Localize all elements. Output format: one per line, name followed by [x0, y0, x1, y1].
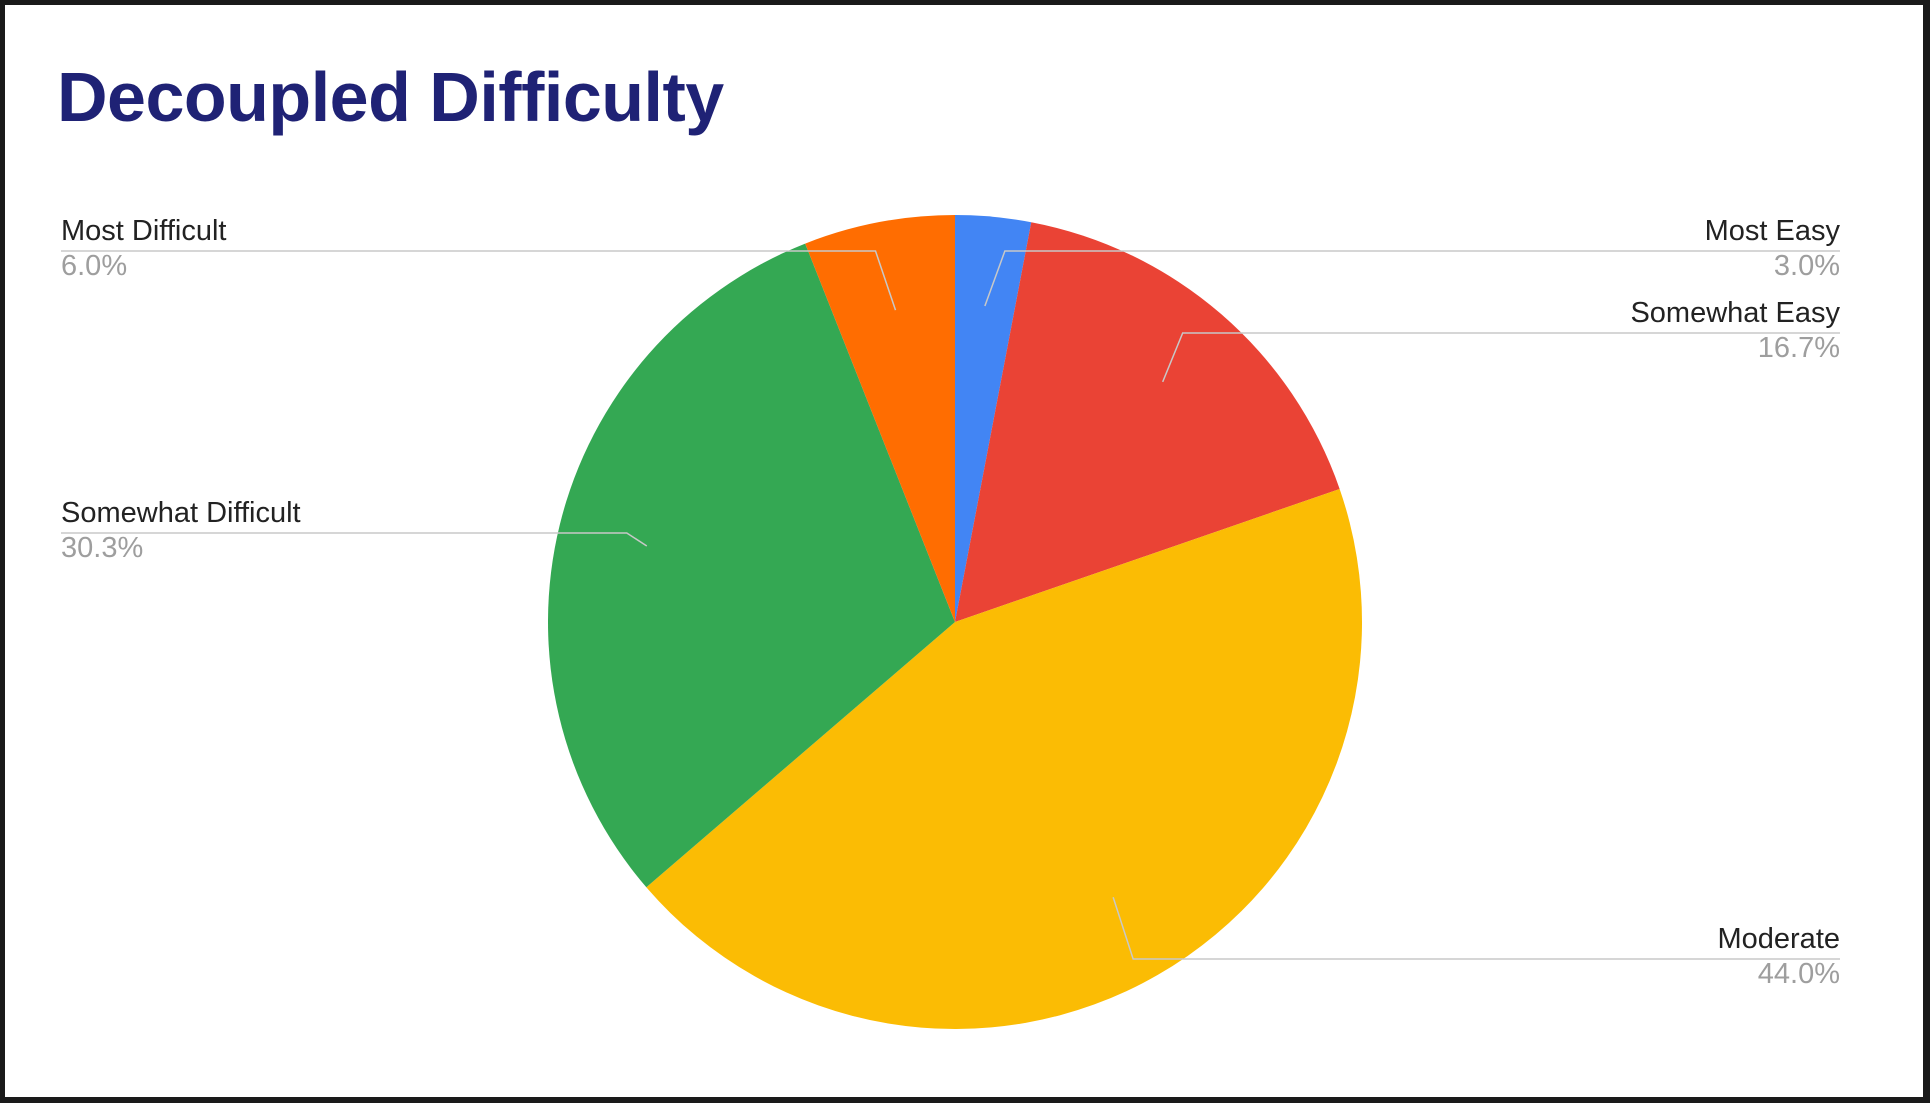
leader-line-most-difficult [61, 250, 897, 311]
slice-label-somewhat-difficult: Somewhat Difficult [61, 497, 301, 529]
leader-line-most-easy [984, 250, 1840, 307]
slice-value-moderate: 44.0% [1758, 958, 1840, 990]
pie-slice-moderate [646, 488, 1362, 1030]
leader-line-somewhat-easy [1161, 332, 1840, 383]
pie-slice-somewhat-difficult [547, 243, 955, 888]
slice-value-most-difficult: 6.0% [61, 250, 127, 282]
pie-slice-somewhat-easy [955, 222, 1340, 622]
pie-slice-most-difficult [805, 215, 955, 622]
leader-line-somewhat-difficult [61, 532, 648, 547]
leader-line-moderate [1112, 897, 1840, 960]
leader-lines [61, 250, 1840, 960]
pie-slices [547, 215, 1362, 1030]
pie-slice-most-easy [955, 215, 1032, 622]
slice-label-moderate: Moderate [1717, 923, 1840, 955]
slide: Decoupled Difficulty Most Easy 3.0% Somewh… [5, 5, 1923, 1097]
slice-value-somewhat-easy: 16.7% [1758, 332, 1840, 364]
slice-label-most-difficult: Most Difficult [61, 215, 226, 247]
chart-title: Decoupled Difficulty [57, 58, 724, 136]
slice-value-somewhat-difficult: 30.3% [61, 532, 143, 564]
slice-label-somewhat-easy: Somewhat Easy [1630, 297, 1840, 329]
slice-label-most-easy: Most Easy [1705, 215, 1841, 247]
slice-value-most-easy: 3.0% [1774, 250, 1840, 282]
